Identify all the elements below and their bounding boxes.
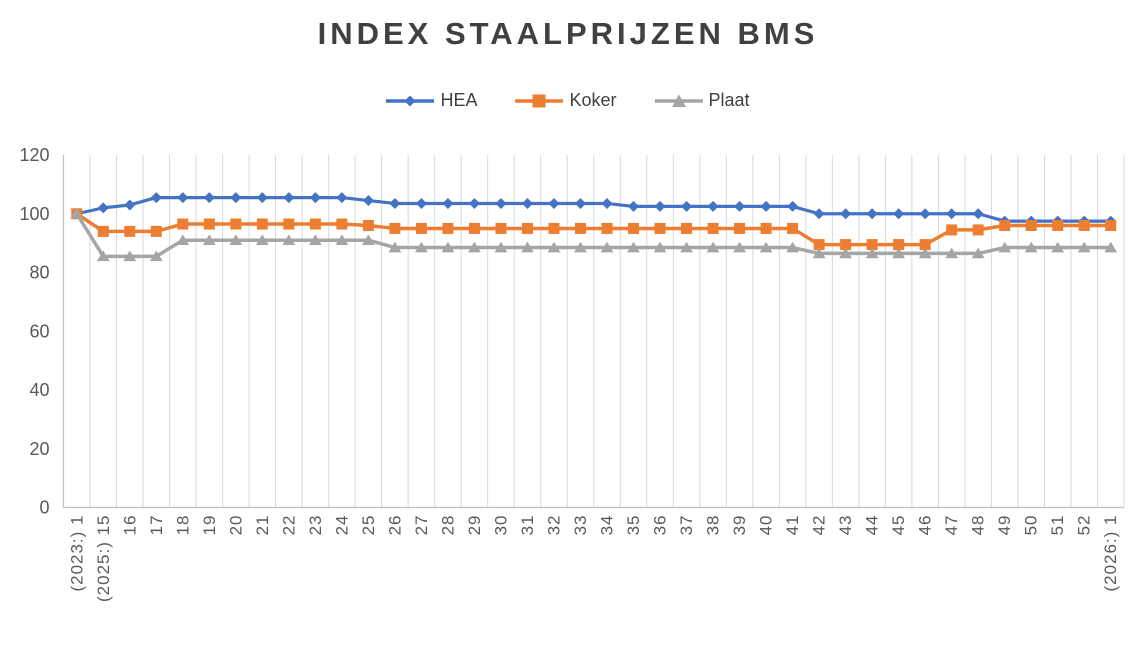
plaat-line-triangle-icon <box>654 94 703 107</box>
x-tick-label: 40 <box>757 515 776 536</box>
x-tick-label: 26 <box>385 515 404 536</box>
x-tick-label: 25 <box>359 515 378 536</box>
y-tick-label: 20 <box>29 439 49 459</box>
x-tick-label: (2023:) 1 <box>67 515 86 592</box>
y-tick-label: 40 <box>29 380 49 400</box>
x-tick-label: 38 <box>704 515 723 536</box>
series-koker <box>71 208 1117 251</box>
chart-legend: HEA Koker Plaat <box>0 90 1136 111</box>
x-tick-label: 49 <box>995 515 1014 536</box>
x-tick-label: 18 <box>173 515 192 536</box>
x-tick-label: 20 <box>226 515 245 536</box>
x-tick-label: 39 <box>730 515 749 536</box>
x-tick-label: 46 <box>916 515 935 536</box>
y-tick-label: 80 <box>29 263 49 283</box>
legend-label: Plaat <box>708 90 750 110</box>
x-tick-label: 17 <box>147 515 166 536</box>
x-tick-label: 37 <box>677 515 696 536</box>
x-tick-label: 16 <box>120 515 139 536</box>
x-tick-label: 19 <box>200 515 219 536</box>
y-tick-label: 60 <box>29 321 49 341</box>
x-tick-label: 43 <box>836 515 855 536</box>
y-tick-label: 0 <box>39 498 49 518</box>
x-tick-label: 21 <box>253 515 272 536</box>
x-tick-label: 32 <box>544 515 563 536</box>
x-tick-label: 36 <box>651 515 670 536</box>
x-tick-label: 42 <box>810 515 829 536</box>
legend-item-plaat: Plaat <box>654 90 750 111</box>
x-tick-label: 48 <box>969 515 988 536</box>
x-tick-label: 45 <box>889 515 908 536</box>
chart-title: INDEX STAALPRIJZEN BMS <box>317 16 819 51</box>
x-tick-label: 22 <box>279 515 298 536</box>
x-tick-label: 47 <box>942 515 961 536</box>
legend-label: Koker <box>569 90 617 110</box>
x-tick-label: 34 <box>598 515 617 536</box>
y-tick-label: 100 <box>19 204 49 224</box>
x-tick-label: 44 <box>863 515 882 536</box>
legend-item-hea: HEA <box>386 90 477 111</box>
legend-label: HEA <box>440 90 478 110</box>
x-tick-label: 41 <box>783 515 802 536</box>
x-tick-label: 29 <box>465 515 484 536</box>
x-tick-label: 50 <box>1022 515 1041 536</box>
x-tick-label: 30 <box>491 515 510 536</box>
x-tick-label: (2025:) 15 <box>94 515 113 603</box>
hea-line-diamond-icon <box>386 95 435 106</box>
x-tick-label: 24 <box>332 515 351 536</box>
legend-item-koker: Koker <box>515 90 617 111</box>
x-tick-label: 23 <box>306 515 325 536</box>
x-tick-label: 51 <box>1048 515 1067 536</box>
y-tick-label: 120 <box>19 145 49 165</box>
x-tick-label: (2026:) 1 <box>1101 515 1120 592</box>
x-tick-label: 31 <box>518 515 537 536</box>
x-tick-label: 33 <box>571 515 590 536</box>
x-tick-label: 28 <box>438 515 457 536</box>
series-plaat <box>70 207 1118 262</box>
x-tick-label: 52 <box>1075 515 1094 536</box>
x-tick-label: 35 <box>624 515 643 536</box>
x-tick-label: 27 <box>412 515 431 536</box>
koker-line-square-icon <box>515 94 564 107</box>
